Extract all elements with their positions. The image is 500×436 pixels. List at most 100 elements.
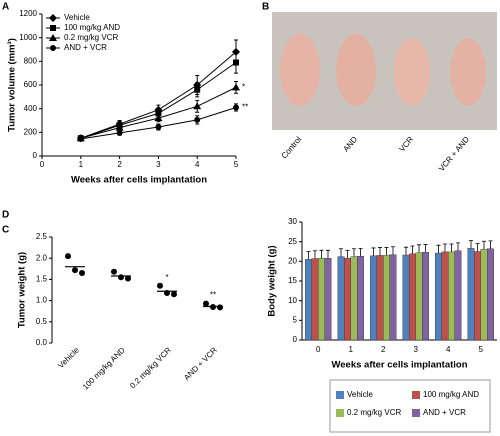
- bar: [402, 254, 410, 341]
- bar: [487, 248, 494, 341]
- point: [217, 304, 223, 311]
- error-bar: [326, 249, 330, 259]
- legend-marker: [50, 25, 56, 31]
- error-bar: [384, 247, 389, 256]
- error-bar: [436, 244, 441, 254]
- marker: [155, 124, 162, 131]
- marker: [233, 59, 239, 66]
- legend-label: 100 mg/kg AND: [64, 23, 120, 32]
- x-tick-label: 2: [381, 345, 386, 354]
- y-tick-label: 400: [24, 104, 38, 113]
- marker: [194, 86, 201, 93]
- legend-marker: [49, 14, 57, 22]
- y-tick-label: 15: [288, 276, 297, 285]
- bar: [474, 251, 481, 341]
- error-bar: [449, 243, 454, 252]
- panel-label: C: [2, 225, 9, 236]
- error-bar: [410, 245, 415, 254]
- panel-label: A: [2, 2, 9, 13]
- x-tick-label: 2: [117, 160, 122, 169]
- y-tick-label: 2.5: [36, 232, 48, 241]
- x-tick-label: 0: [316, 345, 321, 354]
- significance: **: [242, 103, 248, 112]
- x-tick-label: 4: [195, 160, 200, 169]
- bar: [305, 259, 312, 341]
- y-axis-label: Tumor volume (mm³): [7, 38, 18, 132]
- point: [118, 274, 124, 281]
- error-bar: [352, 248, 356, 257]
- bar: [422, 252, 429, 341]
- mouse: [336, 34, 376, 106]
- x-tick-label: 3: [414, 345, 419, 354]
- error-bar: [488, 240, 493, 249]
- x-axis-label: Weeks after cells implantation: [331, 360, 467, 371]
- marker: [115, 123, 124, 131]
- bar: [480, 248, 488, 341]
- y-tick-label: 1200: [19, 9, 37, 18]
- point: [171, 291, 177, 298]
- marker: [233, 104, 239, 111]
- bar: [344, 257, 351, 341]
- legend-label: AND + VCR: [64, 43, 107, 52]
- legend-swatch: [336, 391, 344, 399]
- significance: *: [165, 273, 168, 282]
- legend-swatch: [412, 409, 420, 417]
- x-tick-label: 0: [40, 160, 45, 169]
- error-bar: [482, 240, 486, 250]
- y-tick-label: 1.5: [36, 275, 48, 284]
- bar: [467, 248, 475, 341]
- marker: [77, 135, 84, 142]
- error-bar: [378, 247, 382, 256]
- x-tick-label: 1: [349, 345, 354, 354]
- x-tick-label: 5: [234, 160, 239, 169]
- bar: [376, 255, 384, 341]
- marker: [193, 102, 202, 110]
- point: [72, 267, 78, 274]
- point: [65, 253, 71, 260]
- error-bar: [306, 251, 311, 260]
- error-bar: [391, 246, 395, 255]
- marker: [155, 110, 162, 117]
- error-bar: [345, 249, 350, 259]
- legend-box: [329, 379, 491, 433]
- error-bar: [319, 249, 324, 259]
- error-bar: [423, 244, 428, 253]
- mouse: [280, 34, 320, 106]
- error-bar: [358, 247, 363, 257]
- bar: [357, 256, 364, 341]
- x-tick-label: 3: [156, 160, 161, 169]
- bar: [324, 257, 332, 341]
- bar: [370, 255, 377, 341]
- point: [203, 300, 209, 307]
- marker: [232, 83, 240, 91]
- bar: [448, 251, 455, 341]
- bar: [441, 251, 449, 341]
- error-bar: [404, 246, 408, 256]
- x-tick-label: 1: [79, 160, 84, 169]
- legend-label: 0.2 mg/kg VCR: [64, 33, 118, 42]
- x-tick-label: 5: [479, 345, 484, 354]
- legend-marker: [49, 34, 57, 41]
- y-tick-label: 0.5: [36, 317, 48, 326]
- x-tick-label: 4: [446, 345, 451, 354]
- y-tick-label: 30: [288, 217, 297, 226]
- y-tick-label: 800: [24, 56, 38, 65]
- legend-swatch: [336, 409, 344, 417]
- legend-label: Vehicle: [64, 13, 90, 22]
- bar: [311, 258, 319, 341]
- y-tick-label: 25: [288, 237, 297, 246]
- legend-marker: [50, 45, 56, 51]
- legend-label: 0.2 mg/kg VCR: [347, 408, 401, 417]
- bar: [435, 252, 442, 341]
- y-axis-label: Tumor weight (g): [17, 252, 28, 328]
- bar: [454, 250, 462, 341]
- x-axis-label: Weeks after cells implantation: [71, 175, 207, 186]
- error-bar: [417, 244, 421, 253]
- legend-label: Vehicle: [347, 390, 373, 399]
- y-tick-label: 0: [293, 335, 298, 344]
- error-bar: [475, 243, 480, 252]
- panel-label: D: [2, 210, 9, 221]
- point: [111, 268, 117, 275]
- error-bar: [469, 240, 473, 249]
